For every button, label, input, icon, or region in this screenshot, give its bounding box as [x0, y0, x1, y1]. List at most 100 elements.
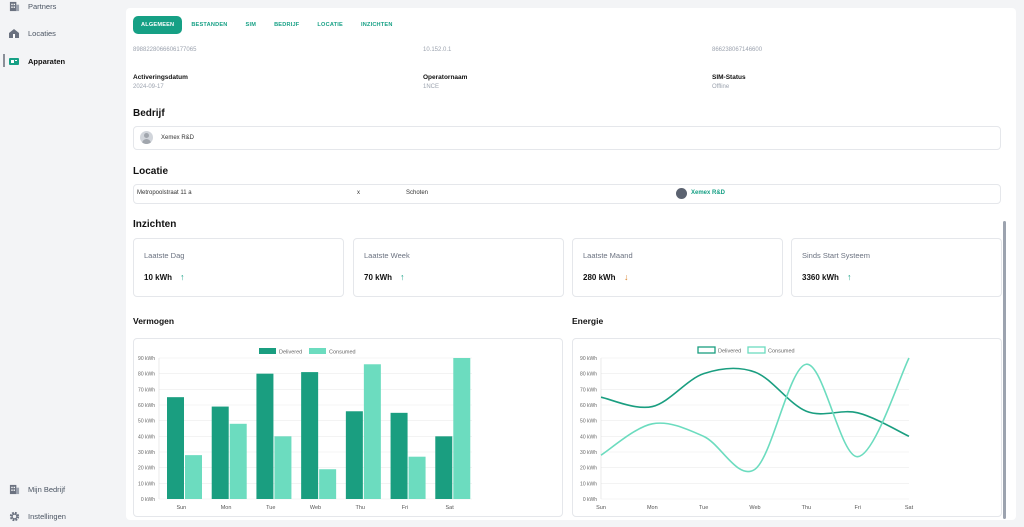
sidebar-item-mijn-bedrijf[interactable]: Mijn Bedrijf	[8, 483, 65, 495]
y-tick-label: 80 kWh	[580, 372, 597, 378]
y-tick-label: 20 kWh	[138, 466, 155, 472]
x-tick-label: Sat	[905, 505, 914, 511]
x-tick-label: Web	[310, 505, 321, 511]
sidebar-item-locaties[interactable]: Locaties	[8, 27, 56, 39]
y-tick-label: 0 kWh	[583, 497, 597, 503]
card-value: 3360 kWh	[802, 273, 839, 282]
location-title: Locatie	[133, 166, 169, 177]
bar	[453, 358, 471, 499]
insights-title: Inzichten	[133, 219, 177, 230]
operator-label: Operatornaam	[423, 74, 468, 81]
ip-value: 10.152.0.1	[423, 47, 452, 53]
card-value: 280 kWh	[583, 273, 616, 282]
x-tick-label: Fri	[402, 505, 408, 511]
card-value: 70 kWh	[364, 273, 393, 282]
x-tick-label: Mon	[647, 505, 658, 511]
x-tick-label: Sat	[446, 505, 455, 511]
y-tick-label: 80 kWh	[138, 372, 155, 378]
legend-label: Delivered	[718, 348, 741, 354]
owner-avatar	[676, 188, 687, 199]
arrow-down-icon: ↓	[624, 272, 629, 282]
bar	[256, 373, 274, 499]
card-title: Sinds Start Systeem	[802, 251, 870, 260]
sidebar-item-label: Mijn Bedrijf	[28, 484, 66, 494]
legend-swatch	[259, 348, 276, 354]
sidebar-item-label: Partners	[28, 1, 57, 11]
location-city: Schoten	[406, 190, 429, 196]
sim-status-label: SIM-Status	[712, 74, 746, 81]
legend-label: Delivered	[279, 349, 302, 355]
sidebar-item-label: Apparaten	[28, 56, 66, 66]
x-tick-label: Web	[749, 505, 760, 511]
bar-chart-container: 0 kWh 10 kWh 20 kWh 30 kWh 40 kWh 50 kWh 60 kW…	[133, 338, 563, 517]
tab-inzichten[interactable]: INZICHTEN	[360, 22, 393, 28]
x-tick-label: Sun	[176, 505, 186, 511]
y-tick-label: 60 kWh	[580, 403, 597, 409]
company-box[interactable]: Xemex R&D	[133, 126, 1001, 150]
bar	[408, 456, 426, 499]
location-owner-link[interactable]: Xemex R&D	[691, 190, 726, 196]
tab-bestanden[interactable]: BESTANDEN	[191, 22, 228, 28]
bar	[301, 372, 319, 499]
x-tick-label: Sun	[596, 505, 606, 511]
y-tick-label: 90 kWh	[580, 356, 597, 362]
bar	[274, 436, 292, 499]
y-tick-label: 20 kWh	[580, 466, 597, 472]
x-tick-label: Fri	[854, 505, 860, 511]
activation-label: Activeringsdatum	[133, 74, 188, 81]
chart-title-vermogen: Vermogen	[133, 316, 175, 326]
y-tick-label: 50 kWh	[580, 419, 597, 425]
device-icon	[8, 55, 20, 67]
sidebar-item-label: Instellingen	[28, 511, 66, 521]
avatar	[140, 131, 153, 144]
sidebar-item-instellingen[interactable]: Instellingen	[8, 510, 66, 522]
tab-locatie[interactable]: LOCATIE	[317, 22, 343, 28]
series-line	[600, 357, 910, 473]
y-tick-label: 30 kWh	[138, 450, 155, 456]
activation-value: 2024-09-17	[133, 84, 164, 90]
x-tick-label: Tue	[266, 505, 275, 511]
sidebar: Partners Locaties Apparaten Mijn Bedrijf…	[0, 0, 118, 527]
active-indicator	[3, 54, 5, 67]
x-tick-label: Tue	[699, 505, 708, 511]
building-icon	[8, 0, 20, 12]
y-tick-label: 60 kWh	[138, 403, 155, 409]
y-tick-label: 50 kWh	[138, 419, 155, 425]
sidebar-item-partners[interactable]: Partners	[8, 0, 56, 12]
imei-value: 866238067146600	[712, 47, 763, 53]
x-tick-label: Thu	[355, 505, 364, 511]
tab-algemeen[interactable]: ALGEMEEN	[133, 16, 183, 34]
y-tick-label: 30 kWh	[580, 450, 597, 456]
location-x: x	[357, 190, 360, 196]
operator-value: 1NCE	[423, 84, 440, 90]
sidebar-item-label: Locaties	[28, 28, 56, 38]
gear-icon	[8, 510, 20, 522]
arrow-up-icon: ↑	[180, 272, 185, 282]
tab-sim[interactable]: SIM	[245, 22, 257, 28]
y-tick-label: 10 kWh	[138, 481, 155, 487]
line-chart-container: 0 kWh 10 kWh 20 kWh 30 kWh 40 kWh 50 kWh 60 kW…	[572, 338, 1002, 517]
insight-card-month: Laatste Maand 280 kWh ↓	[572, 238, 783, 297]
y-tick-label: 40 kWh	[580, 434, 597, 440]
scrollbar[interactable]	[1003, 221, 1006, 519]
sidebar-item-apparaten[interactable]: Apparaten	[8, 55, 65, 67]
legend-label: Consumed	[768, 348, 795, 354]
bar	[185, 455, 202, 499]
insight-card-week: Laatste Week 70 kWh ↑	[353, 238, 564, 297]
iccid-value: 8988228066606177065	[133, 47, 197, 53]
x-tick-label: Thu	[802, 505, 811, 511]
chart-title-energie: Energie	[572, 316, 604, 326]
line-chart: 0 kWh 10 kWh 20 kWh 30 kWh 40 kWh 50 kWh 60 kW…	[580, 346, 914, 511]
card-title: Laatste Week	[364, 251, 410, 260]
tab-bedrijf[interactable]: BEDRIJF	[274, 22, 300, 28]
bar	[229, 423, 247, 499]
bar	[390, 412, 408, 499]
bar	[167, 397, 184, 499]
sim-status-value: Offline	[712, 84, 730, 90]
x-tick-label: Mon	[221, 505, 232, 511]
legend-label: Consumed	[329, 349, 356, 355]
y-tick-label: 90 kWh	[138, 356, 155, 362]
y-tick-label: 0 kWh	[141, 497, 155, 503]
series-line	[600, 367, 910, 438]
location-box[interactable]: Metropoolstraat 11 a x Schoten Xemex R&D	[133, 184, 1001, 204]
